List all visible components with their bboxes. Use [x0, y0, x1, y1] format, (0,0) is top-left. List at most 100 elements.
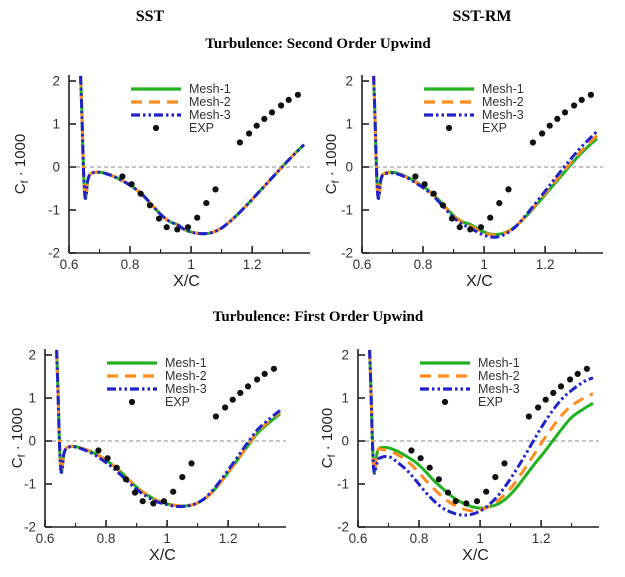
exp-point — [184, 224, 192, 231]
exp-point — [170, 488, 177, 495]
exp-point — [505, 186, 512, 193]
legend-exp-marker — [441, 398, 449, 406]
series-group — [372, 75, 599, 239]
x-tick-label: 0.6 — [353, 257, 372, 272]
y-tick-label: 1 — [28, 391, 36, 406]
legend-label-exp: EXP — [189, 121, 214, 135]
x-tick-label: 1.2 — [219, 531, 238, 546]
exp-point — [463, 500, 470, 507]
exp-point — [246, 130, 253, 137]
subtitle-second-order-upwind: Turbulence: Second Order Upwind — [205, 36, 431, 52]
exp-point — [113, 464, 120, 471]
exp-point — [95, 447, 102, 454]
legend-label-mesh-1: Mesh-1 — [478, 356, 520, 370]
exp-points — [412, 91, 594, 233]
exp-point — [452, 498, 459, 505]
mesh-3-line — [55, 349, 281, 509]
exp-point — [417, 455, 424, 462]
exp-point — [492, 474, 499, 481]
exp-point — [139, 498, 146, 505]
exp-point — [253, 122, 260, 129]
legend-label-mesh-2: Mesh-2 — [482, 95, 524, 109]
exp-point — [561, 109, 569, 116]
legend-label-mesh-2: Mesh-2 — [189, 95, 231, 109]
axes — [357, 349, 599, 528]
axes — [44, 349, 286, 528]
y-tick-label: 2 — [28, 348, 36, 363]
exp-point — [244, 383, 252, 390]
series-group — [79, 75, 306, 236]
exp-points — [408, 365, 590, 507]
exp-point — [122, 476, 129, 483]
x-tick-label: 1.2 — [536, 257, 555, 272]
exp-point — [261, 370, 268, 377]
exp-point — [254, 376, 261, 383]
tick-labels: -2 -1 0 1 2 0.6 0.8 1 1.2 — [24, 348, 238, 546]
legend-exp-marker — [445, 124, 453, 132]
mesh-3-line — [368, 349, 594, 517]
y-tick-label: 0 — [28, 434, 36, 449]
legend-label-mesh-1: Mesh-1 — [165, 356, 207, 370]
x-tick-label: 0.6 — [36, 531, 55, 546]
legend-label-mesh-1: Mesh-1 — [482, 82, 524, 96]
exp-point — [557, 383, 565, 390]
mesh-2-line — [368, 349, 594, 513]
legend-label-exp: EXP — [165, 395, 190, 409]
exp-point — [467, 226, 474, 233]
exp-point — [104, 455, 111, 462]
x-tick-label: 1.2 — [243, 257, 262, 272]
exp-point — [194, 214, 201, 221]
x-tick-label: 0.6 — [349, 531, 368, 546]
series-group — [368, 349, 594, 517]
exp-point — [448, 215, 456, 222]
exp-point — [222, 404, 229, 411]
y-tick-label: 1 — [341, 391, 349, 406]
exp-point — [554, 115, 561, 122]
tick-labels: -2 -1 0 1 2 0.6 0.8 1 1.2 — [337, 348, 551, 546]
exp-point — [439, 202, 446, 209]
legend-label-mesh-3: Mesh-3 — [478, 382, 520, 396]
x-tick-label: 1.2 — [532, 531, 551, 546]
exp-point — [160, 498, 168, 505]
x-tick-label: 0.6 — [60, 257, 79, 272]
legend-label-mesh-2: Mesh-2 — [478, 369, 520, 383]
y-tick-label: 2 — [345, 74, 353, 89]
y-tick-label: 0 — [345, 160, 353, 175]
exp-point — [546, 122, 553, 129]
exp-point — [483, 488, 490, 495]
exp-point — [261, 115, 268, 122]
y-tick-label: 2 — [341, 348, 349, 363]
y-tick-label: -2 — [48, 246, 60, 261]
series-group — [55, 349, 281, 509]
chart-sst-rm-second-order: -2 -1 0 1 2 0.6 0.8 1 1.2 X/C Cf · 1000 Mesh-1 Mesh-… — [293, 61, 611, 293]
exp-points — [95, 365, 277, 507]
exp-point — [236, 139, 243, 146]
y-tick-label: -1 — [341, 203, 353, 218]
legend-label-exp: EXP — [478, 395, 503, 409]
chart-sst-first-order: -2 -1 0 1 2 0.6 0.8 1 1.2 X/C Cf · 1000 Mesh-1 Mesh-… — [0, 335, 294, 567]
legend-label-mesh-1: Mesh-1 — [189, 82, 231, 96]
exp-point — [501, 460, 508, 467]
exp-point — [421, 181, 428, 188]
exp-point — [412, 173, 419, 180]
exp-point — [583, 365, 590, 372]
exp-point — [203, 200, 210, 207]
exp-point — [174, 226, 181, 233]
legend-label-mesh-3: Mesh-3 — [482, 108, 524, 122]
exp-point — [578, 96, 585, 103]
x-tick-label: 0.8 — [410, 531, 429, 546]
column-title-sst: SST — [135, 8, 165, 25]
exp-points — [119, 91, 301, 233]
exp-point — [131, 489, 139, 496]
x-tick-label: 0.8 — [414, 257, 433, 272]
y-axis-label: Cf · 1000 — [9, 408, 28, 468]
exp-point — [535, 404, 542, 411]
exp-point — [268, 109, 276, 116]
exp-point — [496, 200, 503, 207]
exp-point — [587, 91, 594, 98]
x-tick-label: 1 — [480, 257, 488, 272]
